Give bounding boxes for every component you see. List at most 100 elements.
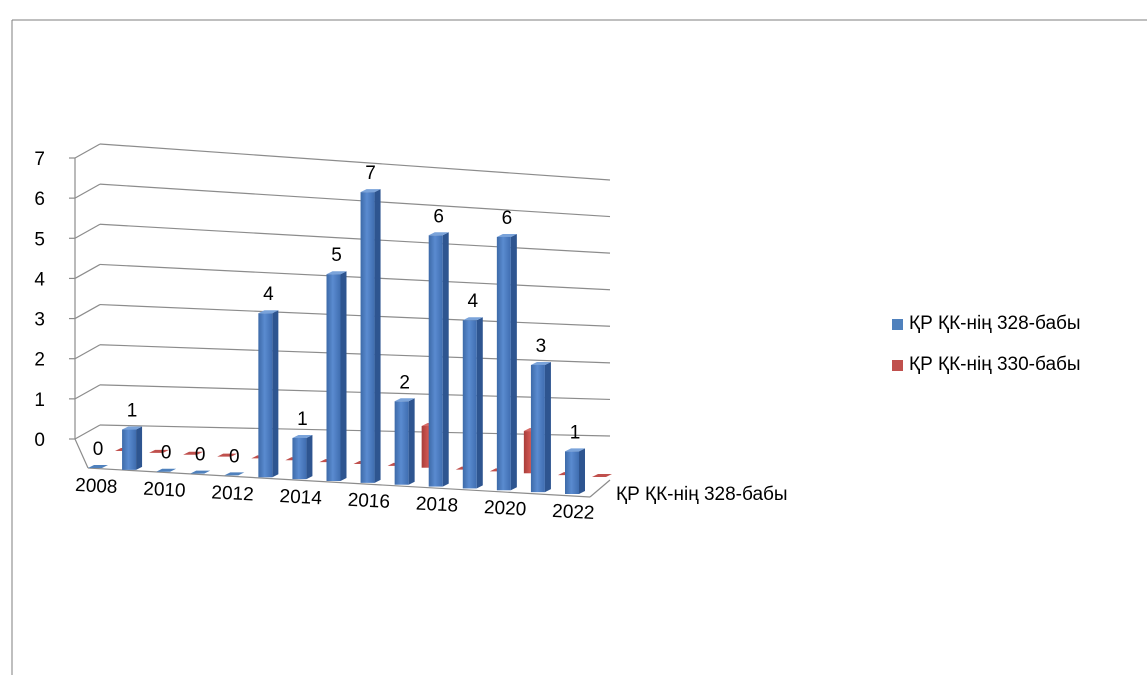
- data-label: 5: [331, 245, 342, 266]
- floor-front-edge: [87, 467, 591, 498]
- bar-328-2009-front: [122, 429, 137, 470]
- x-tick-label: 2020: [483, 497, 526, 520]
- side-gridline: [74, 183, 101, 199]
- y-axis: 0 1 2 3 4 5 6 7: [34, 149, 76, 451]
- bar-328-2019-side: [476, 317, 483, 489]
- bar-328-2015-side: [340, 271, 347, 481]
- legend-label-328: ҚР ҚК-нің 328-бабы: [909, 313, 1081, 334]
- bar-328-2021: [530, 361, 551, 493]
- bar-328-2019-top: [462, 317, 483, 321]
- data-label: 6: [433, 206, 444, 227]
- x-tick-label: 2012: [211, 482, 254, 505]
- depth-axis-label: ҚР ҚК-нің 328-бабы: [616, 484, 788, 505]
- x-tick-label: 2014: [279, 486, 323, 509]
- gridline: [99, 143, 611, 181]
- legend-item-328: ҚР ҚК-нің 328-бабы: [892, 312, 1081, 336]
- gridline: [99, 303, 611, 327]
- bar-328-2018-top: [428, 232, 449, 236]
- side-gridline: [74, 424, 101, 440]
- bar-328-2017-front: [394, 401, 409, 485]
- bar-328-2019: [462, 317, 483, 489]
- side-gridline: [74, 263, 101, 279]
- bar-328-2013-side: [272, 310, 279, 478]
- bar-328-2017: [394, 398, 415, 485]
- floor-right-edge: [589, 479, 611, 498]
- x-axis: 2008 2010 2012 2014 2016 2018 2020 2022: [75, 475, 595, 524]
- floor-left-edge: [74, 438, 89, 469]
- bar-328-2021-side: [544, 361, 551, 493]
- bar-328-2017-side: [408, 398, 415, 485]
- bar-330-2010: [183, 451, 204, 455]
- gridline: [99, 263, 611, 291]
- data-label: 1: [127, 401, 138, 422]
- bar-328-2021-top: [530, 361, 551, 365]
- bar-328-2013: [258, 310, 279, 478]
- y-tick-label: 6: [34, 189, 45, 210]
- y-tick-label: 3: [34, 310, 45, 331]
- bar-328-2022-top: [565, 448, 585, 452]
- gridline: [99, 344, 611, 364]
- bar-328-2020-front: [496, 236, 511, 491]
- bar-328-2022-front: [565, 451, 579, 494]
- x-tick-label: 2008: [75, 475, 118, 498]
- bar-328-2012: [224, 472, 245, 476]
- bar-328-2018-front: [428, 235, 443, 487]
- bar-328-2019-front: [462, 320, 477, 489]
- bar-328-2009-side: [136, 426, 143, 470]
- side-gridline: [74, 143, 101, 159]
- bar-328-2011: [190, 470, 211, 474]
- side-gridline: [74, 384, 101, 400]
- data-label: 6: [502, 208, 513, 229]
- gridlines: [74, 143, 611, 440]
- legend-label-330: ҚР ҚК-нің 330-бабы: [909, 354, 1081, 375]
- bar-328-2020: [496, 233, 517, 491]
- gridline: [99, 384, 611, 401]
- y-tick-label: 7: [34, 149, 45, 170]
- data-label: 1: [570, 422, 581, 443]
- bar-328-2022: [565, 448, 585, 494]
- bar-328-2015: [326, 271, 347, 481]
- x-tick-label: 2016: [347, 490, 390, 513]
- bar-328-2017-top: [394, 398, 415, 402]
- y-tick-label: 5: [34, 229, 45, 250]
- data-label: 0: [161, 443, 172, 464]
- data-label: 2: [399, 372, 410, 393]
- bar-328-2022-side: [579, 448, 585, 494]
- bar-328-2020-side: [510, 233, 517, 491]
- legend-item-330: ҚР ҚК-нің 330-бабы: [892, 353, 1081, 377]
- bar-328-2009: [122, 426, 143, 470]
- bar-328-2014-top: [292, 434, 313, 438]
- side-gridline: [74, 223, 101, 239]
- bar-328-2016: [360, 189, 381, 483]
- bar-328-2014: [292, 434, 313, 480]
- bar-328-2015-front: [326, 274, 341, 481]
- legend-swatch-330: [892, 359, 903, 371]
- bar-328-2016-side: [374, 189, 381, 483]
- chart-floor: [74, 438, 611, 498]
- bar-328-2014-front: [292, 437, 307, 480]
- data-labels: 0 1 0 0 0 4 1 5 7 2 6 4 6 3 1: [93, 163, 581, 467]
- legend-swatch-328: [892, 318, 903, 330]
- data-label: 4: [263, 284, 274, 305]
- bar-328-2016-top: [360, 189, 381, 193]
- data-label: 0: [93, 439, 104, 460]
- bar-328-2008: [88, 465, 108, 468]
- bar-330-2009: [149, 449, 170, 453]
- y-tick-label: 1: [34, 390, 45, 411]
- y-tick-label: 4: [34, 269, 45, 290]
- y-tick-label: 2: [34, 350, 45, 371]
- side-gridline: [74, 344, 101, 360]
- data-label: 7: [365, 163, 376, 184]
- bar-328-2018-side: [442, 232, 449, 487]
- x-tick-label: 2022: [552, 501, 595, 524]
- bar-328-2018: [428, 232, 449, 487]
- bar-328-2015-top: [326, 271, 347, 275]
- gridline: [99, 223, 611, 254]
- bar-330-2011: [217, 453, 238, 457]
- x-tick-label: 2018: [415, 493, 458, 516]
- bar-330-2022: [592, 474, 612, 477]
- legend: ҚР ҚК-нің 328-бабы ҚР ҚК-нің 330-бабы: [892, 312, 1081, 394]
- bar-328-2016-front: [360, 192, 375, 483]
- data-label: 0: [195, 445, 206, 466]
